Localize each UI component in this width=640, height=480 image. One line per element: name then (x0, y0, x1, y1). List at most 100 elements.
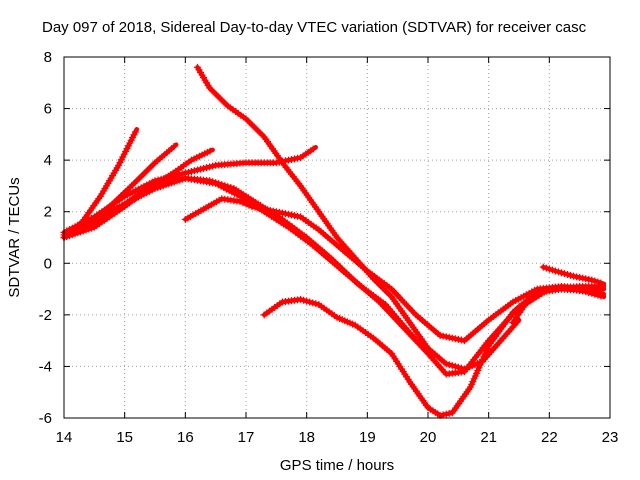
data-point (585, 275, 593, 283)
data-point (312, 300, 320, 308)
data-point (131, 128, 139, 136)
data-point (193, 166, 201, 174)
y-tick-label: -6 (39, 410, 52, 427)
data-point (281, 210, 289, 218)
y-tick-label: 0 (44, 255, 52, 272)
data-point (557, 269, 565, 277)
series-track-k (539, 263, 607, 287)
data-point (439, 332, 447, 340)
x-tick-label: 17 (238, 429, 255, 446)
data-point (215, 180, 223, 188)
data-point (275, 208, 283, 216)
data-point (269, 207, 277, 215)
data-point (263, 206, 271, 214)
data-point (245, 201, 253, 209)
data-point (442, 333, 450, 341)
chart-title: Day 097 of 2018, Sidereal Day-to-day VTE… (42, 19, 587, 36)
data-point (254, 204, 262, 212)
x-tick-label: 14 (56, 429, 73, 446)
data-point (594, 288, 602, 296)
x-axis-label: GPS time / hours (280, 457, 394, 474)
x-tick-label: 15 (116, 429, 133, 446)
y-axis-label: SDTVAR / TECUs (6, 177, 23, 297)
data-point (442, 410, 450, 418)
data-point (218, 181, 226, 189)
data-point (579, 274, 587, 282)
data-point (561, 270, 568, 278)
data-point (288, 155, 295, 163)
data-point (187, 167, 195, 175)
axis-ticks: 14 15 16 17 18 19 20 21 22 23 -6 -4 -2 0 2 4 6 8 (39, 49, 619, 446)
data-point (206, 177, 214, 185)
data-point (309, 299, 317, 307)
x-tick-label: 23 (602, 429, 619, 446)
data-point (190, 167, 198, 175)
data-point (445, 409, 453, 417)
data-point (209, 178, 217, 186)
data-point (573, 273, 581, 281)
x-tick-label: 20 (420, 429, 437, 446)
data-point (597, 289, 605, 297)
data-point (260, 205, 268, 213)
data-point (306, 298, 314, 306)
data-point (227, 184, 235, 192)
data-point (597, 279, 605, 287)
series-track-g (181, 195, 607, 345)
x-tick-label: 19 (359, 429, 376, 446)
data-point (451, 362, 459, 370)
data-point (209, 162, 217, 170)
data-point (576, 273, 584, 281)
data-point (457, 336, 465, 344)
plot-frame (63, 56, 611, 419)
data-point (203, 164, 211, 172)
data-point (582, 275, 590, 283)
data-point (594, 278, 602, 286)
data-point (542, 264, 550, 272)
data-point (291, 155, 299, 163)
data-point (588, 276, 596, 284)
data-point (170, 143, 178, 151)
data-point (551, 267, 559, 275)
data-point (439, 411, 447, 419)
y-tick-label: -2 (39, 307, 52, 324)
data-point (454, 363, 462, 371)
data-point (297, 295, 305, 303)
data-point (251, 203, 259, 211)
data-point (272, 159, 280, 167)
data-point (242, 200, 250, 208)
data-point (248, 203, 256, 211)
data-point (445, 333, 453, 341)
data-point (284, 156, 292, 164)
data-point (272, 208, 280, 216)
data-point (567, 271, 575, 279)
data-point (291, 212, 299, 220)
data-point (278, 209, 286, 217)
data-point (448, 334, 456, 342)
data-point (284, 210, 292, 218)
data-point (448, 362, 456, 370)
x-tick-label: 21 (480, 429, 497, 446)
data-point (294, 154, 302, 162)
data-point (570, 272, 578, 280)
data-point (206, 163, 214, 171)
data-point (548, 266, 556, 274)
y-tick-label: 8 (44, 49, 52, 66)
data-point (303, 297, 311, 305)
data-series (60, 63, 607, 419)
data-point (451, 335, 459, 343)
data-point (206, 147, 214, 155)
data-point (236, 197, 244, 205)
data-point (436, 331, 444, 339)
data-point (554, 268, 562, 276)
series-track-h (193, 63, 522, 373)
data-point (445, 361, 453, 369)
x-tick-label: 22 (541, 429, 558, 446)
y-tick-label: 6 (44, 101, 52, 118)
data-point (454, 335, 462, 343)
data-point (224, 183, 232, 191)
data-point (239, 199, 247, 207)
data-point (184, 168, 192, 176)
y-tick-label: 2 (44, 204, 52, 221)
data-point (288, 211, 295, 219)
